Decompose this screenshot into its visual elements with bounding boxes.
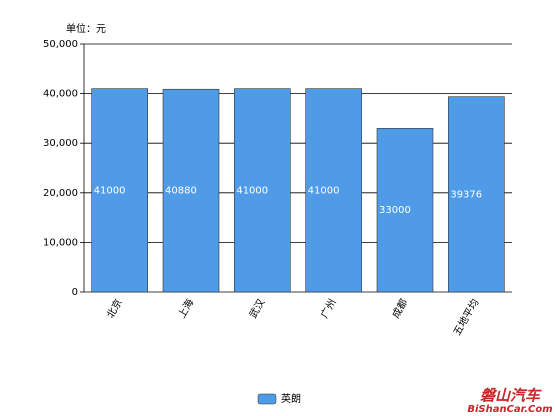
y-tick-label: 40,000 xyxy=(43,89,78,100)
data-label: 40880 xyxy=(165,186,197,197)
x-tick-label: 五地平均 xyxy=(450,297,481,338)
y-tick-label: 20,000 xyxy=(43,188,78,199)
data-label: 41000 xyxy=(308,185,340,196)
unit-label: 单位：元 xyxy=(66,22,106,35)
watermark: 磐山汽车 xyxy=(480,387,542,405)
x-tick-label: 上海 xyxy=(175,297,196,321)
x-tick-label: 武汉 xyxy=(246,297,267,321)
y-tick-label: 0 xyxy=(72,287,78,298)
x-tick-label: 成都 xyxy=(390,297,410,320)
y-tick-label: 30,000 xyxy=(43,138,78,149)
bar xyxy=(162,88,220,293)
data-label: 39376 xyxy=(450,189,482,200)
legend-label: 英朗 xyxy=(281,392,301,405)
y-tick-label: 50,000 xyxy=(43,39,78,50)
x-tick-label: 广州 xyxy=(318,297,338,320)
bar xyxy=(376,128,434,293)
y-tick-label: 10,000 xyxy=(43,237,78,248)
x-tick-label: 北京 xyxy=(104,297,125,321)
data-label: 41000 xyxy=(94,185,126,196)
bar xyxy=(448,96,505,293)
bar xyxy=(305,88,362,293)
bar xyxy=(234,88,291,293)
watermark: BiShanCar.Com xyxy=(467,404,552,415)
data-label: 33000 xyxy=(379,205,411,216)
legend-swatch xyxy=(257,393,277,405)
bar xyxy=(91,88,148,293)
data-label: 41000 xyxy=(236,185,268,196)
